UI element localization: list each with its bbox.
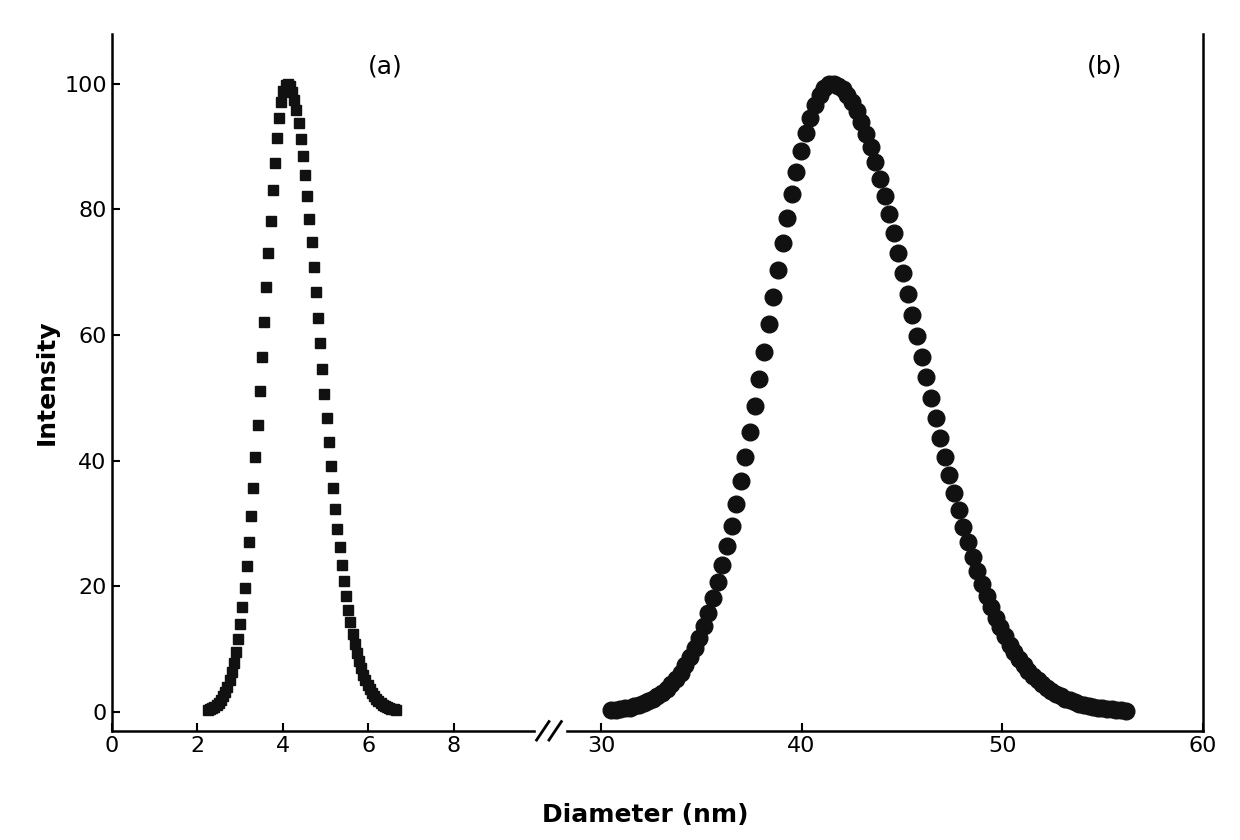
Legend: TBAC/PEG, MeOH/THF: TBAC/PEG, MeOH/THF: [737, 45, 935, 139]
Y-axis label: Intensity: Intensity: [35, 319, 58, 445]
Text: (b): (b): [1087, 55, 1122, 78]
Text: (a): (a): [368, 55, 403, 78]
Text: Diameter (nm): Diameter (nm): [542, 803, 748, 827]
